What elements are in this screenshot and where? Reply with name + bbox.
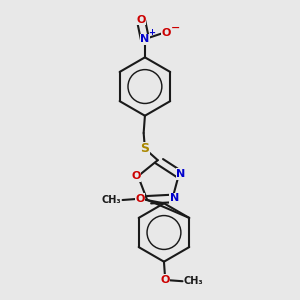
Text: S: S <box>140 142 149 155</box>
Text: N: N <box>140 34 149 44</box>
Text: CH₃: CH₃ <box>102 195 121 205</box>
Text: O: O <box>160 275 170 285</box>
Text: CH₃: CH₃ <box>184 276 203 286</box>
Text: N: N <box>170 194 179 203</box>
Text: −: − <box>171 23 180 33</box>
Text: O: O <box>162 28 171 38</box>
Text: +: + <box>148 28 155 37</box>
Text: O: O <box>135 194 145 204</box>
Text: O: O <box>131 171 141 181</box>
Text: N: N <box>176 169 186 179</box>
Text: O: O <box>136 14 146 25</box>
